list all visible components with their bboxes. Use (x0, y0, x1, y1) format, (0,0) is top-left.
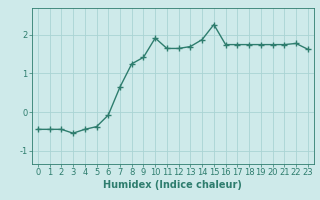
X-axis label: Humidex (Indice chaleur): Humidex (Indice chaleur) (103, 180, 242, 190)
